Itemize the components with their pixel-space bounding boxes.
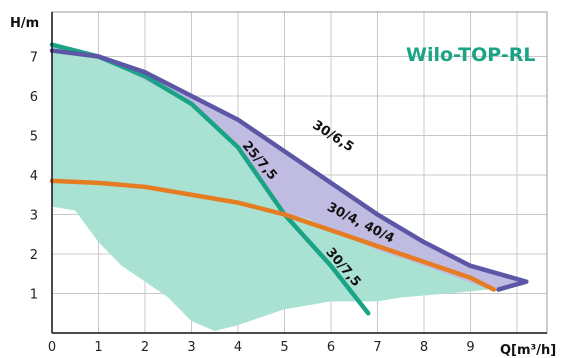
x-tick-label: 9	[466, 340, 474, 355]
x-tick-label: 3	[187, 340, 195, 355]
y-axis-label: H/m	[10, 16, 39, 31]
y-tick-label: 4	[30, 169, 38, 184]
y-tick-label: 2	[30, 248, 38, 263]
operating-area-1	[52, 44, 490, 332]
pump-curve-2	[49, 48, 529, 292]
y-tick-label: 5	[30, 130, 38, 145]
x-tick-label: 5	[280, 340, 288, 355]
operating-areas	[52, 44, 527, 332]
x-tick-label: 1	[94, 340, 102, 355]
curve-label: 30/6,5	[310, 118, 357, 156]
x-tick-label: 0	[48, 340, 56, 355]
y-tick-label: 6	[30, 90, 38, 105]
x-axis-label: Q[m³/h]	[500, 343, 556, 358]
pump-curve-3	[49, 178, 496, 292]
axes	[51, 12, 547, 334]
x-tick-label: 8	[420, 340, 428, 355]
x-tick-label: 6	[327, 340, 335, 355]
y-tick-label: 7	[30, 51, 38, 66]
y-tick-label: 1	[30, 288, 38, 303]
x-tick-label: 4	[234, 340, 242, 355]
y-tick-label: 3	[30, 209, 38, 224]
pump-curves	[49, 42, 529, 316]
tick-labels: 0 1 2 3 4 5 6 7 8 9 1 2 3 4 5 6 7	[30, 51, 475, 356]
x-tick-label: 7	[373, 340, 381, 355]
x-tick-label: 2	[141, 340, 149, 355]
chart-title: Wilo-TOP-RL	[406, 44, 535, 66]
